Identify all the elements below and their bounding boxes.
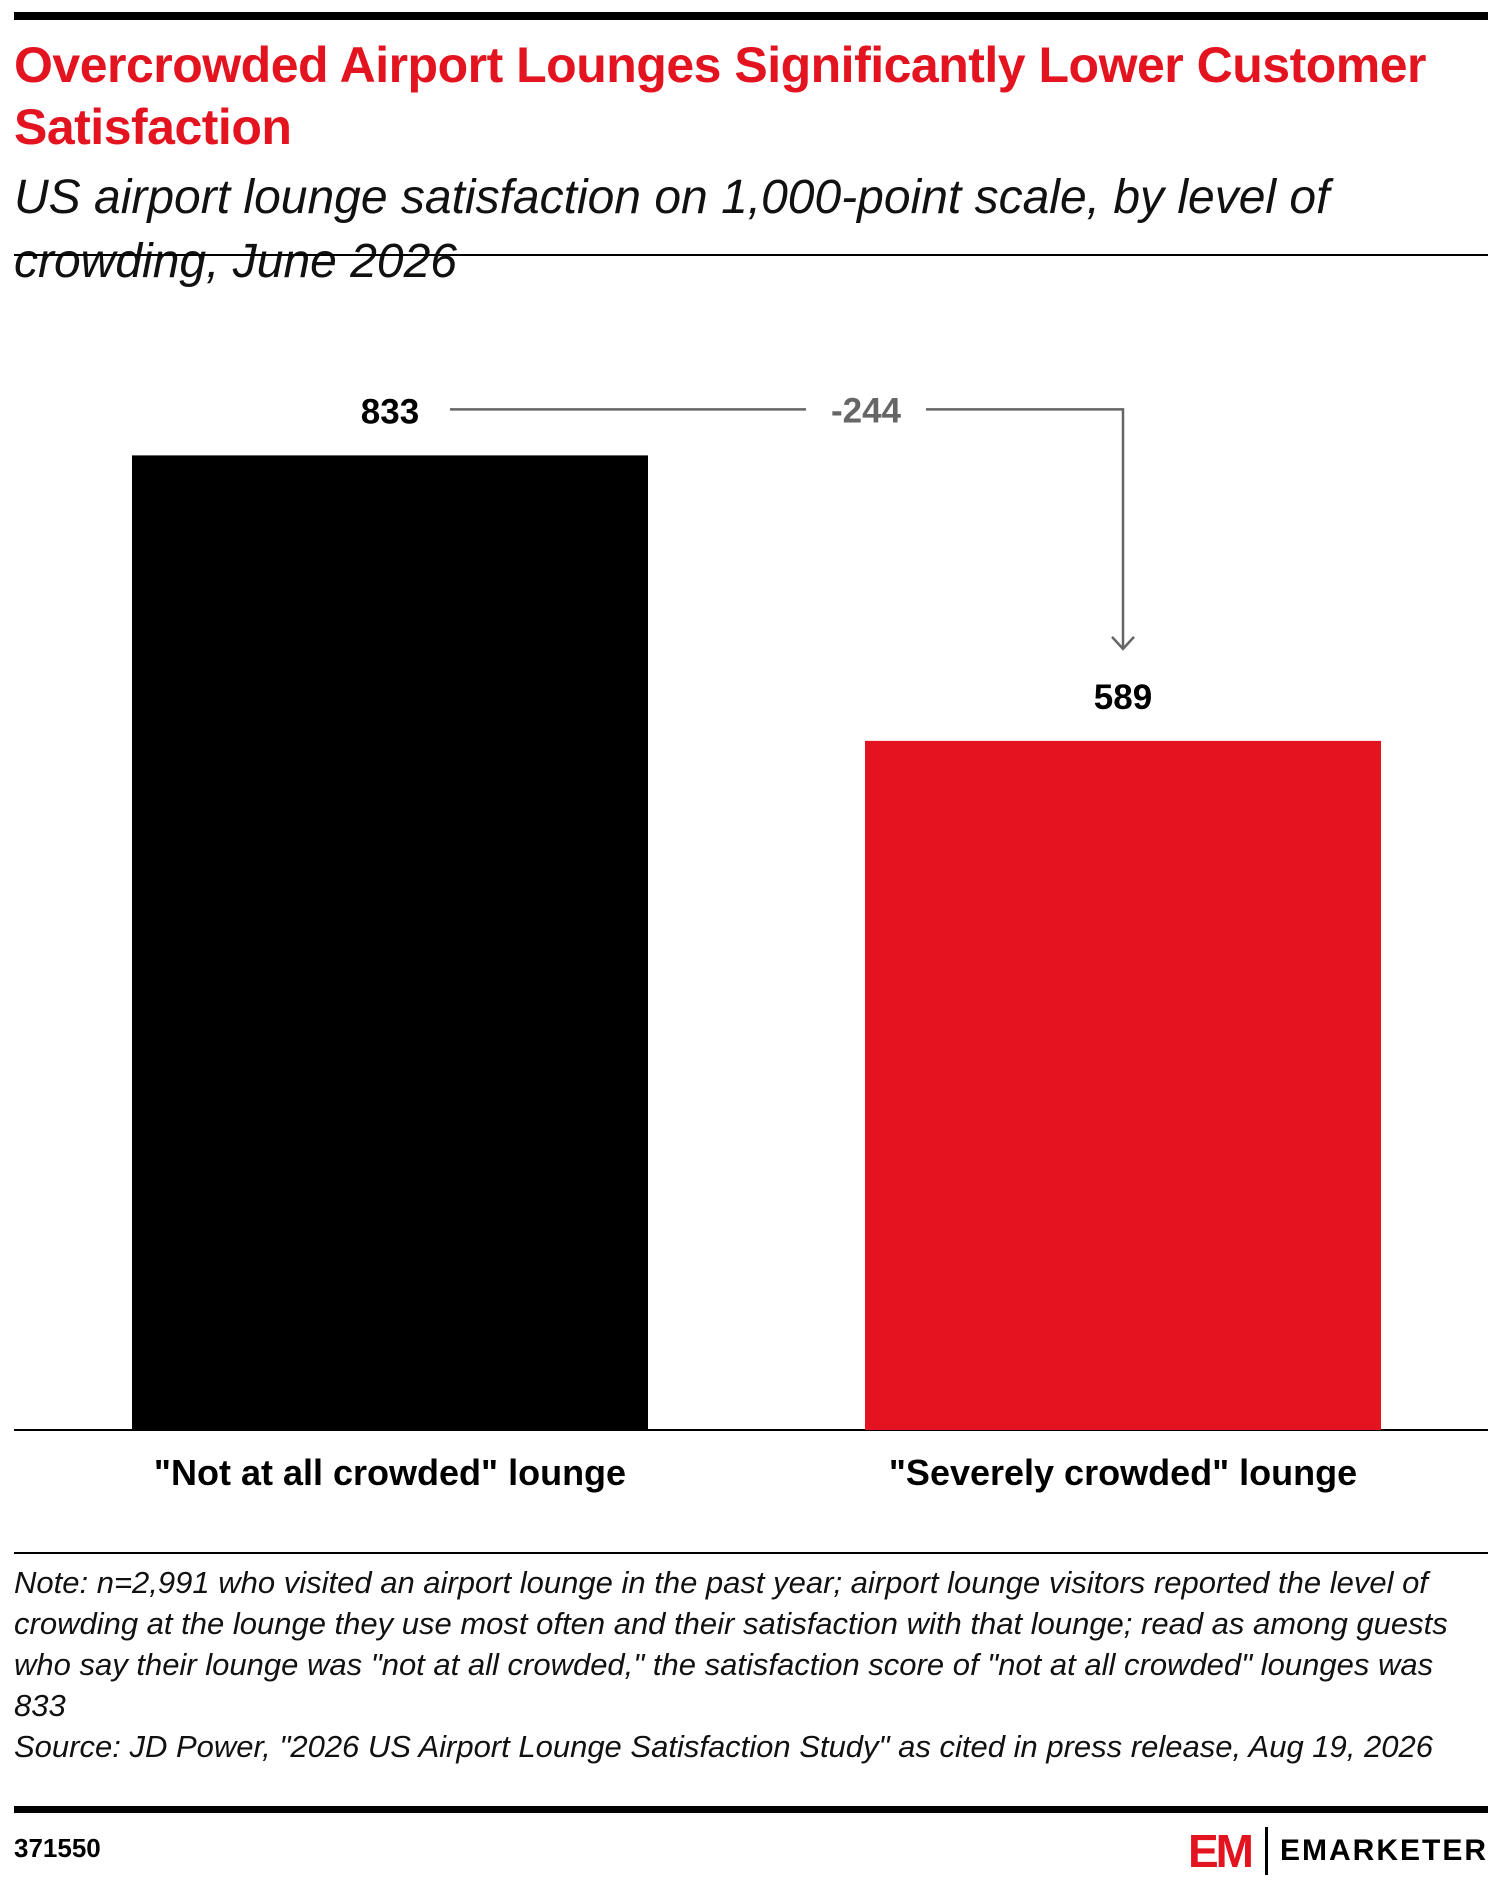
- chart-id: 371550: [14, 1833, 101, 1863]
- difference-arrowhead-icon: [1111, 636, 1135, 651]
- category-label-not-crowded: "Not at all crowded" lounge: [153, 1452, 627, 1493]
- logo-divider: [1264, 1827, 1268, 1875]
- chart-subtitle: US airport lounge satisfaction on 1,000-…: [14, 171, 1330, 288]
- category-label-severely-crowded: "Severely crowded" lounge: [888, 1452, 1358, 1493]
- bottom-rule: [14, 1806, 1488, 1813]
- source-text: Source: JD Power, "2026 US Airport Loung…: [14, 1729, 1433, 1764]
- note-text: Note: n=2,991 who visited an airport lou…: [14, 1565, 1448, 1723]
- footer-rule: [14, 1552, 1488, 1554]
- top-rule: [14, 12, 1488, 20]
- footnote: Note: n=2,991 who visited an airport lou…: [14, 1562, 1484, 1767]
- header-rule: [14, 254, 1488, 256]
- difference-label: -244: [831, 391, 902, 430]
- bar-not-crowded: [132, 455, 648, 1430]
- brand-name: EMARKETER: [1279, 1834, 1488, 1867]
- chart-title: Overcrowded Airport Lounges Significantl…: [14, 37, 1427, 155]
- data-label-0: 833: [361, 392, 419, 431]
- difference-connector-right: [926, 408, 1125, 649]
- bar-chart: 833 589 -244: [14, 391, 1488, 1431]
- em-logo-icon: EM: [1187, 1825, 1254, 1877]
- bar-severely-crowded: [865, 740, 1381, 1430]
- brand-logo: EM EMARKETER: [1188, 1824, 1488, 1878]
- data-label-1: 589: [1094, 678, 1152, 717]
